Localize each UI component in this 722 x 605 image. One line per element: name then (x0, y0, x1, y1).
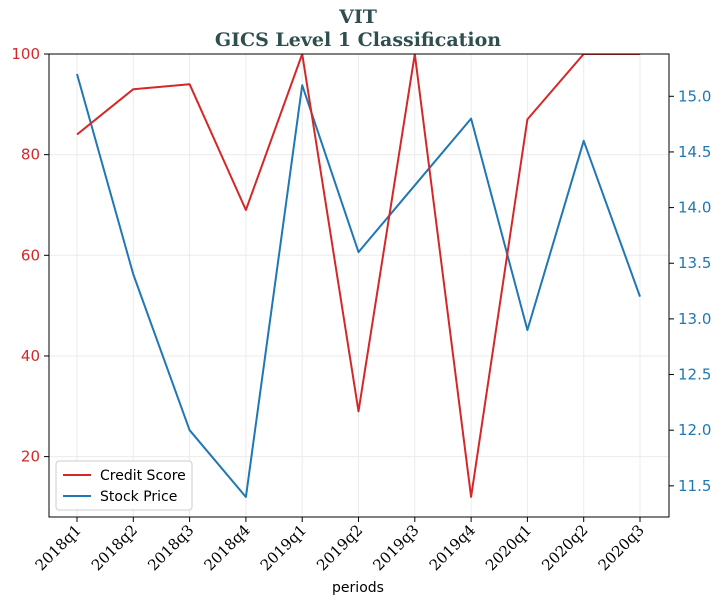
series-line-credit-score (76, 54, 640, 498)
left-tick-label: 80 (21, 146, 40, 164)
x-tick-label: 2020q3 (595, 521, 648, 574)
x-tick-label: 2019q2 (313, 521, 366, 574)
right-tick-label: 11.5 (678, 477, 711, 495)
x-tick-label: 2018q2 (88, 521, 141, 574)
x-tick-label: 2020q1 (482, 521, 535, 574)
chart-title: VIT (338, 6, 377, 28)
x-axis: 2018q1 2018q2 2018q3 2018q4 2019q1 2019q2 2019… (32, 517, 648, 574)
left-tick-label: 20 (21, 448, 40, 466)
left-tick-label: 60 (21, 246, 40, 264)
grid (49, 53, 669, 517)
series-line-stock-price (76, 73, 641, 498)
left-tick-label: 40 (21, 347, 40, 365)
right-tick-label: 14.5 (678, 143, 711, 161)
right-tick-label: 13.5 (678, 254, 711, 272)
legend-label-stock-price: Stock Price (100, 489, 177, 505)
right-tick-label: 15.0 (678, 87, 711, 105)
x-tick-label: 2020q2 (538, 521, 591, 574)
x-tick-label: 2018q4 (200, 521, 253, 574)
left-axis: 20 40 60 80 100 (11, 45, 49, 466)
x-tick-label: 2019q1 (257, 521, 310, 574)
chart-subtitle: GICS Level 1 Classification (215, 29, 501, 51)
x-tick-label: 2018q3 (144, 521, 197, 574)
legend-box (55, 460, 193, 511)
x-tick-label: 2019q3 (369, 521, 422, 574)
x-tick-label: 2018q1 (32, 521, 85, 574)
right-tick-label: 12.5 (678, 366, 711, 384)
left-tick-label: 100 (11, 45, 40, 63)
right-tick-label: 14.0 (678, 199, 711, 217)
legend-label-credit-score: Credit Score (100, 468, 186, 484)
right-axis: 11.5 12.0 12.5 13.0 13.5 14.0 14.5 15.0 (669, 87, 711, 495)
legend: Credit Score Stock Price (55, 460, 193, 511)
right-tick-label: 13.0 (678, 310, 711, 328)
right-tick-label: 12.0 (678, 421, 711, 439)
x-axis-label: periods (332, 580, 384, 596)
plot-lines (76, 54, 641, 498)
x-tick-label: 2019q4 (426, 521, 479, 574)
